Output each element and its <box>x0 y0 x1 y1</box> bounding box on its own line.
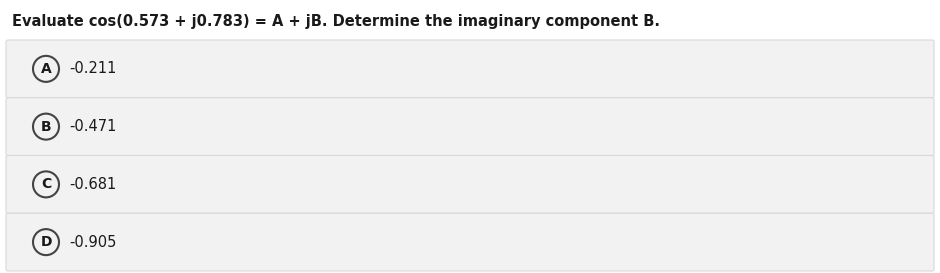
Text: -0.905: -0.905 <box>69 235 117 250</box>
Text: A: A <box>40 62 52 76</box>
Ellipse shape <box>33 56 59 82</box>
FancyBboxPatch shape <box>6 156 934 213</box>
Text: C: C <box>40 177 51 191</box>
FancyBboxPatch shape <box>6 98 934 156</box>
FancyBboxPatch shape <box>6 213 934 271</box>
Ellipse shape <box>33 114 59 140</box>
Ellipse shape <box>33 171 59 197</box>
Text: B: B <box>40 120 52 133</box>
FancyBboxPatch shape <box>6 40 934 98</box>
Ellipse shape <box>33 229 59 255</box>
Text: -0.471: -0.471 <box>69 119 117 134</box>
Text: Evaluate cos(0.573 + j0.783) = A + jB. Determine the imaginary component B.: Evaluate cos(0.573 + j0.783) = A + jB. D… <box>12 14 660 29</box>
Text: -0.211: -0.211 <box>69 61 117 76</box>
Text: -0.681: -0.681 <box>69 177 117 192</box>
Text: D: D <box>40 235 52 249</box>
